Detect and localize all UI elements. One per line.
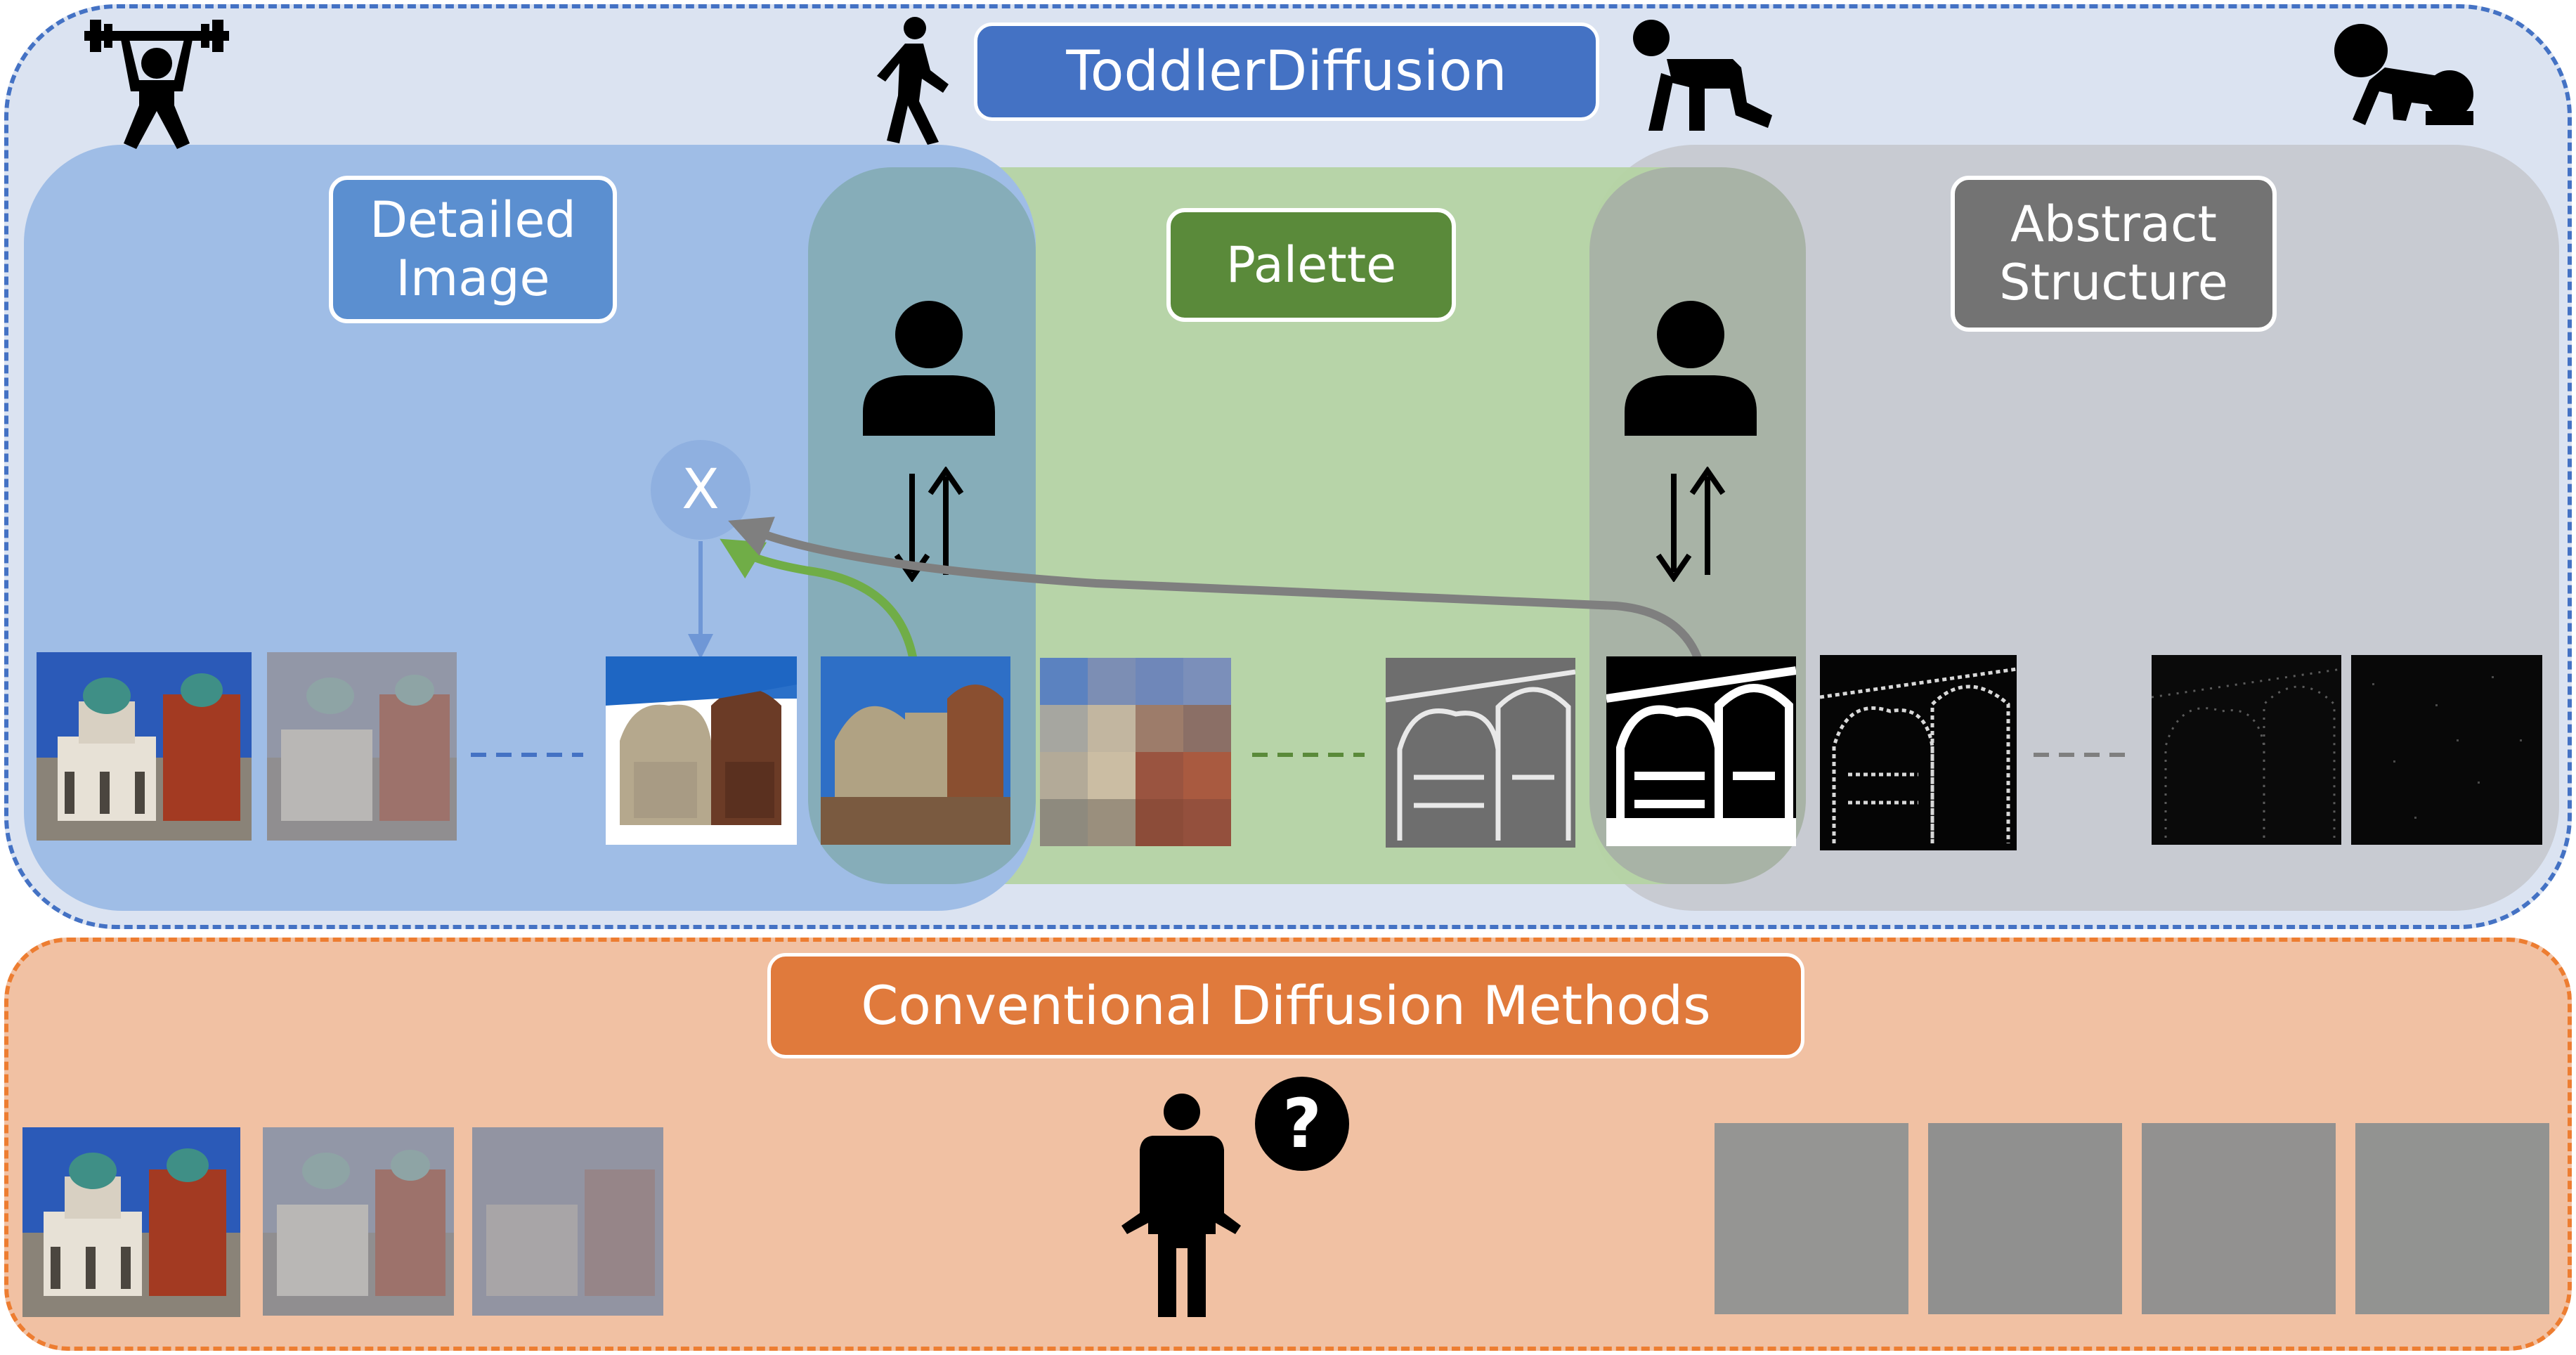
thumb-sparse-noise — [2152, 655, 2341, 845]
thumb-photo — [37, 652, 252, 841]
stage-label-palette: Palette — [1166, 208, 1456, 322]
palette-to-x-arrow — [720, 538, 918, 662]
thumb-noisy-light — [267, 652, 457, 841]
conv-thumb-noise-3 — [2142, 1123, 2336, 1314]
structure-to-x-arrow — [728, 517, 1702, 660]
bidirectional-arrow — [1655, 467, 1726, 582]
question-badge-label: ? — [1282, 1084, 1322, 1163]
conv-thumb-noise-1 — [1715, 1123, 1908, 1314]
confused-person-icon — [1121, 1094, 1241, 1317]
thumb-gray-sketch — [1386, 658, 1575, 848]
thumb-white-sketch — [1606, 656, 1796, 846]
crawling-person-icon — [1633, 20, 1772, 131]
conventional-diffusion-title: Conventional Diffusion Methods — [767, 953, 1804, 1058]
user-icon — [863, 301, 995, 436]
walking-person-icon — [877, 17, 949, 145]
stage-label-detailed-image: Detailed Image — [329, 176, 617, 323]
thumb-segmentation — [606, 656, 797, 845]
weightlifter-icon — [84, 20, 229, 149]
toddler-diffusion-title: ToddlerDiffusion — [974, 22, 1599, 121]
thumb-palette-blocks — [1040, 658, 1231, 846]
conv-thumb-noise-4 — [2355, 1123, 2549, 1314]
baby-crawling-icon — [2334, 24, 2473, 125]
thumb-edge-noise — [1820, 655, 2017, 850]
question-badge — [1255, 1077, 1349, 1171]
thumb-palette-flat — [821, 656, 1010, 845]
conv-thumb-noise-2 — [1928, 1123, 2122, 1314]
conv-thumb-noisy-medium — [472, 1127, 663, 1316]
conv-thumb-photo — [22, 1127, 240, 1317]
x-node-label: X — [682, 458, 720, 521]
user-icon — [1625, 301, 1757, 436]
thumb-black-noise — [2351, 655, 2542, 845]
stage-label-abstract-structure: Abstract Structure — [1951, 176, 2277, 332]
conv-thumb-noisy-light — [263, 1127, 454, 1316]
